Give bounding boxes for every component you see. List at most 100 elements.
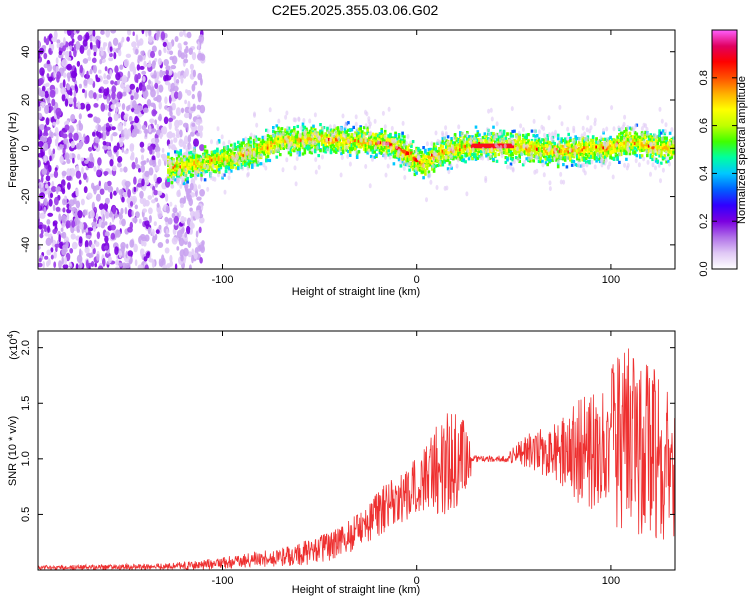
noise-dot (132, 217, 138, 224)
band-cell (219, 166, 223, 170)
band-cell (209, 157, 212, 161)
band-cell (392, 143, 396, 147)
band-cell (455, 151, 459, 155)
noise-dot (141, 236, 148, 242)
noise-dot (179, 31, 184, 37)
band-cell (488, 156, 492, 160)
noise-dot (165, 69, 169, 76)
band-cell (310, 126, 313, 130)
noise-dot (81, 136, 85, 143)
band-cell (464, 152, 467, 156)
band-cell (567, 153, 570, 157)
noise-dot (86, 70, 89, 80)
band-cell (422, 158, 425, 162)
band-cell (306, 131, 310, 135)
noise-dot (79, 102, 86, 110)
noise-dot (92, 64, 97, 74)
band-cell (525, 148, 528, 152)
band-cell (191, 166, 195, 170)
noise-dot (99, 188, 105, 195)
band-cell (282, 135, 286, 139)
noise-dot (170, 91, 176, 99)
band-cell (261, 150, 265, 154)
band-cell (242, 152, 245, 156)
band-cell (170, 181, 174, 185)
band-cell (245, 162, 249, 166)
band-cell (523, 137, 527, 141)
noise-dot (73, 132, 79, 141)
band-cell (481, 136, 485, 140)
noise-dot (131, 41, 137, 48)
band-cell (581, 158, 584, 162)
band-cell (506, 151, 509, 155)
noise-dot (184, 99, 188, 105)
band-cell (181, 168, 184, 172)
noise-dot (123, 114, 128, 121)
noise-dot (173, 137, 178, 143)
band-cell (410, 149, 413, 153)
noise-dot (142, 208, 148, 213)
band-cell (534, 152, 537, 156)
band-cell (464, 146, 467, 151)
noise-dot (59, 143, 65, 150)
band-cell (378, 136, 382, 140)
band-cell (474, 148, 478, 152)
band-cell (511, 152, 514, 156)
band-cell (170, 156, 174, 161)
band-cell (308, 136, 312, 140)
band-cell (205, 153, 209, 157)
noise-dot (189, 210, 196, 217)
band-cell (268, 147, 272, 151)
ridge-cell (212, 158, 216, 162)
band-cell (406, 158, 410, 163)
noise-dot (97, 164, 100, 169)
band-cell (576, 155, 579, 159)
noise-dot (96, 253, 100, 262)
noise-dot (38, 40, 41, 49)
band-cell (502, 132, 506, 136)
noise-dot (134, 204, 138, 210)
band-cell (422, 153, 425, 157)
band-cell (289, 153, 293, 157)
noise-dot (163, 48, 167, 54)
ridge-cell (581, 148, 584, 152)
band-cell (279, 138, 282, 142)
noise-dot (58, 213, 62, 222)
band-cell (429, 150, 432, 154)
noise-dot (38, 257, 42, 263)
noise-dot (180, 107, 185, 114)
band-cell (233, 147, 237, 151)
noise-dot (197, 90, 202, 100)
band-cell (355, 154, 359, 158)
band-cell (565, 149, 569, 153)
band-cell (434, 149, 438, 153)
noise-dot (50, 247, 54, 253)
noise-dot (48, 198, 53, 207)
band-cell (170, 174, 174, 178)
band-cell (174, 178, 177, 182)
band-cell (438, 150, 441, 154)
band-cell (240, 147, 244, 151)
band-cell (214, 149, 217, 153)
noise-dot (87, 56, 92, 62)
ridge-cell (233, 154, 237, 158)
band-cell (460, 150, 464, 155)
band-cell (567, 148, 570, 152)
band-cell (348, 146, 352, 150)
band-cell (348, 150, 352, 154)
band-cell (216, 147, 219, 151)
band-cell (371, 132, 375, 136)
band-cell (523, 135, 527, 139)
band-cell (249, 136, 252, 140)
noise-dot (154, 137, 160, 144)
band-cell (373, 139, 376, 143)
noise-dot (189, 182, 194, 191)
band-cell (490, 131, 494, 136)
noise-dot (142, 160, 147, 165)
band-cell (523, 146, 527, 150)
noise-dot (43, 52, 48, 60)
noise-dot (157, 242, 164, 248)
band-cell (558, 144, 562, 148)
band-cell (562, 157, 565, 161)
band-cell (354, 141, 357, 145)
